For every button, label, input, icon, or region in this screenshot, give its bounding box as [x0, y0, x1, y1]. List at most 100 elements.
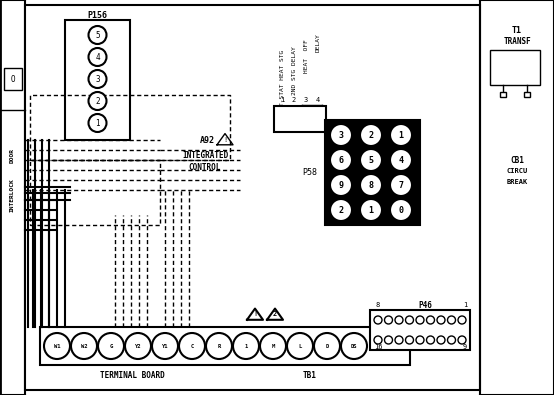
Text: 4: 4 [398, 156, 403, 164]
Circle shape [89, 70, 106, 88]
Text: DOOR: DOOR [9, 147, 14, 162]
Text: 3: 3 [95, 75, 100, 83]
Text: Y1: Y1 [162, 344, 168, 348]
Text: R: R [217, 344, 220, 348]
Circle shape [395, 336, 403, 344]
Text: 7: 7 [398, 181, 403, 190]
Text: BREAK: BREAK [506, 179, 527, 185]
Circle shape [390, 124, 412, 146]
Circle shape [360, 149, 382, 171]
Circle shape [427, 316, 434, 324]
Circle shape [390, 174, 412, 196]
Circle shape [314, 333, 340, 359]
Text: 16: 16 [374, 344, 382, 350]
Circle shape [437, 336, 445, 344]
Circle shape [416, 316, 424, 324]
Bar [40, 327, 410, 365]
Text: TRANSF: TRANSF [503, 36, 531, 45]
Bar [490, 50, 540, 85]
Bar [524, 92, 530, 97]
Text: 1: 1 [463, 302, 467, 308]
Text: 4: 4 [316, 97, 320, 103]
Bar [65, 20, 130, 140]
Bar [4, 68, 22, 90]
Text: 2: 2 [292, 97, 296, 103]
Bar [276, 108, 286, 130]
Text: DS: DS [351, 344, 357, 348]
Circle shape [384, 336, 392, 344]
Text: 1: 1 [398, 130, 403, 139]
Text: TERMINAL BOARD: TERMINAL BOARD [100, 371, 165, 380]
Bar [25, 5, 480, 390]
Text: 8: 8 [376, 302, 380, 308]
Text: P46: P46 [418, 301, 432, 310]
Text: CIRCU: CIRCU [506, 168, 527, 174]
Text: 2ND STG DELAY: 2ND STG DELAY [291, 46, 296, 95]
Text: C: C [191, 344, 194, 348]
Circle shape [406, 316, 413, 324]
Text: A92: A92 [200, 135, 215, 145]
Text: 1: 1 [368, 205, 373, 214]
Text: 5: 5 [95, 30, 100, 40]
Text: M: M [271, 344, 275, 348]
Text: P58: P58 [302, 168, 317, 177]
Text: 3: 3 [304, 97, 308, 103]
Text: Y2: Y2 [135, 344, 141, 348]
Text: 3: 3 [338, 130, 343, 139]
Circle shape [152, 333, 178, 359]
Circle shape [260, 333, 286, 359]
Text: D: D [325, 344, 329, 348]
Text: 6: 6 [338, 156, 343, 164]
Circle shape [179, 333, 205, 359]
Circle shape [427, 336, 434, 344]
Text: 1: 1 [280, 97, 284, 103]
Text: 1: 1 [244, 344, 248, 348]
Circle shape [458, 336, 466, 344]
Text: 5: 5 [368, 156, 373, 164]
Text: 1: 1 [95, 118, 100, 128]
Text: 2: 2 [95, 96, 100, 105]
Circle shape [89, 48, 106, 66]
Text: INTERLOCK: INTERLOCK [9, 178, 14, 212]
Circle shape [44, 333, 70, 359]
Circle shape [89, 26, 106, 44]
Circle shape [437, 316, 445, 324]
Text: 4: 4 [95, 53, 100, 62]
Circle shape [448, 336, 455, 344]
Text: 9: 9 [338, 181, 343, 190]
Circle shape [390, 149, 412, 171]
Text: HEAT  OFF: HEAT OFF [304, 40, 309, 73]
Text: 8: 8 [368, 181, 373, 190]
Text: CB1: CB1 [510, 156, 524, 164]
Circle shape [233, 333, 259, 359]
Text: O: O [11, 75, 16, 83]
Circle shape [416, 336, 424, 344]
Circle shape [374, 336, 382, 344]
Circle shape [125, 333, 151, 359]
Text: 2: 2 [273, 311, 277, 317]
Bar [300, 108, 310, 130]
Circle shape [360, 199, 382, 221]
Bar [288, 108, 298, 130]
Bar [370, 310, 470, 350]
Circle shape [330, 149, 352, 171]
Circle shape [341, 333, 367, 359]
Circle shape [330, 174, 352, 196]
Text: INTEGRATED: INTEGRATED [182, 150, 228, 160]
Circle shape [448, 316, 455, 324]
Circle shape [406, 336, 413, 344]
Circle shape [360, 124, 382, 146]
Text: !: ! [223, 137, 227, 143]
Text: L: L [299, 344, 301, 348]
Text: 9: 9 [463, 344, 467, 350]
Text: 2: 2 [338, 205, 343, 214]
Circle shape [458, 316, 466, 324]
Bar [312, 108, 322, 130]
Circle shape [98, 333, 124, 359]
Text: DELAY: DELAY [315, 33, 321, 52]
Circle shape [360, 174, 382, 196]
Text: P156: P156 [88, 11, 107, 19]
Circle shape [89, 114, 106, 132]
Bar [500, 92, 506, 97]
Text: W1: W1 [54, 344, 60, 348]
